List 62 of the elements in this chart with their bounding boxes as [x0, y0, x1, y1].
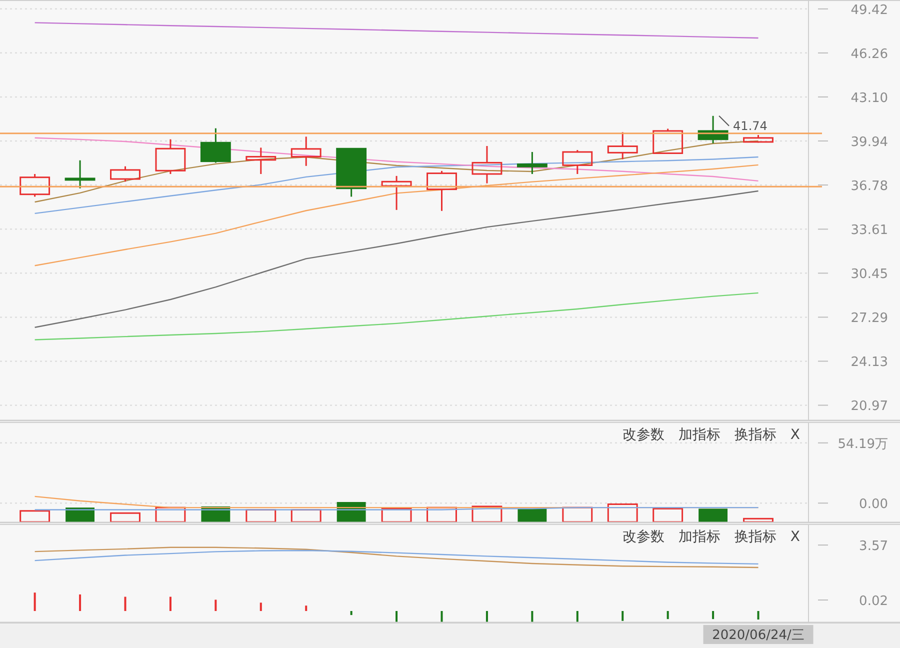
line-series — [34, 137, 759, 182]
bar — [712, 611, 714, 620]
bar — [518, 508, 547, 522]
bar — [486, 611, 488, 622]
x-tick-label: 2020/06/24/三 — [712, 628, 804, 643]
line-series — [34, 546, 759, 568]
candlestick — [290, 136, 322, 167]
y-tick-label: 3.57 — [859, 539, 888, 554]
bar — [305, 606, 308, 612]
y-tick-label: 30.45 — [850, 267, 888, 282]
bar — [350, 611, 352, 616]
line-series — [34, 550, 759, 565]
annotation: 换指标 — [734, 529, 776, 545]
y-tick-label: 46.26 — [850, 46, 888, 62]
bar — [110, 512, 140, 522]
y-tick-label: 24.13 — [850, 355, 888, 370]
bar — [576, 611, 578, 622]
bar — [260, 602, 262, 612]
bar — [698, 508, 728, 522]
bar — [79, 594, 82, 612]
bar — [155, 506, 186, 522]
bar — [652, 508, 684, 522]
line-series — [34, 292, 759, 340]
bar — [381, 508, 412, 522]
y-tick-label: 0.00 — [859, 497, 888, 512]
bar — [743, 518, 774, 522]
bar — [34, 592, 36, 612]
line-series — [34, 190, 759, 328]
bar — [562, 506, 593, 522]
annotation: 改参数 — [622, 529, 664, 545]
bar — [20, 510, 50, 522]
bar — [472, 506, 502, 522]
bar — [124, 596, 126, 612]
y-tick-label: 49.42 — [850, 2, 888, 18]
text: X — [790, 529, 800, 545]
bar — [622, 611, 624, 621]
y-tick-label: 27.29 — [850, 311, 888, 326]
bar — [214, 600, 217, 612]
bar — [666, 611, 669, 620]
bar — [169, 596, 172, 612]
annotation: 加指标 — [678, 427, 720, 443]
annotation: X — [790, 427, 800, 443]
y-tick-label: 43.10 — [850, 90, 888, 106]
y-tick-label: 39.94 — [850, 134, 888, 150]
bar — [757, 611, 760, 620]
line-series — [34, 156, 759, 214]
candlestick — [246, 146, 276, 175]
candlestick — [472, 145, 502, 184]
annotation: 41.74 — [733, 118, 768, 133]
line-series — [34, 22, 759, 39]
bar — [531, 611, 534, 622]
annotation: 改参数 — [622, 427, 664, 443]
bar — [607, 503, 638, 522]
y-tick-label: 36.78 — [850, 178, 888, 194]
y-tick-label: 0.02 — [859, 594, 888, 610]
bar — [396, 611, 398, 622]
bar — [426, 506, 457, 522]
annotation: 加指标 — [678, 529, 720, 545]
y-tick-label: 20.97 — [850, 399, 888, 414]
y-tick-label: 33.61 — [850, 223, 888, 238]
y-tick-label: 54.19万 — [838, 436, 888, 452]
annotation: 换指标 — [734, 427, 776, 443]
